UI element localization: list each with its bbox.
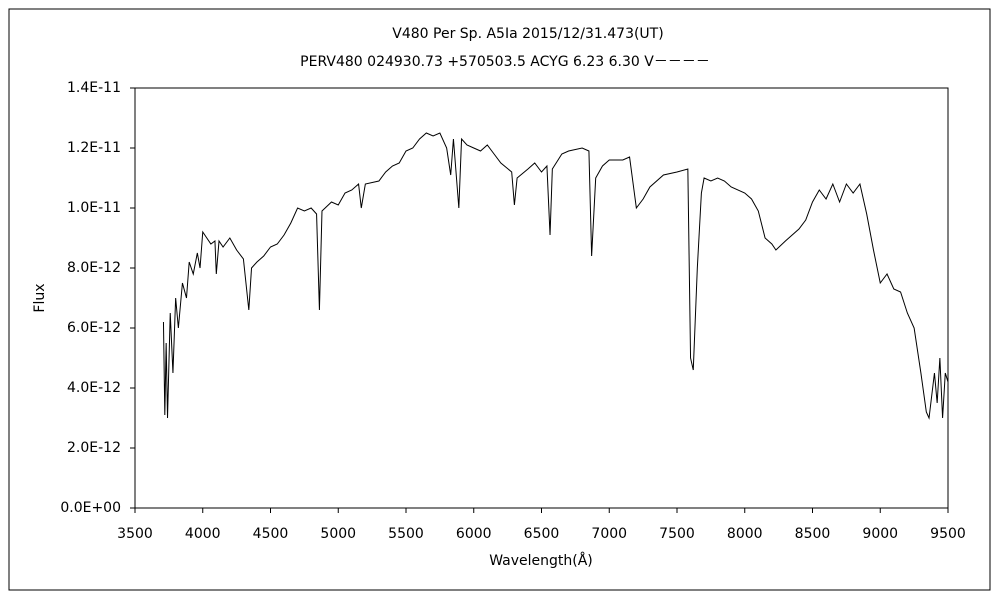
chart-frame [8,8,991,591]
x-tick-label: 4000 [185,526,221,542]
chart-title: V480 Per Sp. A5Ia 2015/12/31.473(UT) [392,26,663,42]
x-tick-label: 5500 [388,526,424,542]
chart-subtitle: PERV480 024930.73 +570503.5 ACYG 6.23 6.… [300,54,710,70]
x-tick-label: 8500 [795,526,831,542]
y-tick-label: 1.4E-11 [67,80,121,96]
x-tick-label: 7500 [659,526,695,542]
y-axis-label: Flux [32,283,48,312]
x-tick-label: 4500 [253,526,289,542]
y-tick-label: 1.2E-11 [67,140,121,156]
x-tick-label: 7000 [591,526,627,542]
y-tick-label: 2.0E-12 [67,440,121,456]
y-tick-label: 6.0E-12 [67,320,121,336]
x-axis-label: Wavelength(Å) [489,552,593,569]
x-tick-label: 6500 [524,526,560,542]
y-tick-label: 8.0E-12 [67,260,121,276]
x-tick-label: 8000 [727,526,763,542]
x-tick-label: 5000 [320,526,356,542]
y-tick-label: 1.0E-11 [67,200,121,216]
x-tick-label: 3500 [117,526,153,542]
x-tick-label: 6000 [456,526,492,542]
x-tick-label: 9000 [862,526,898,542]
x-tick-label: 9500 [930,526,966,542]
y-tick-label: 0.0E+00 [60,500,121,516]
spectrum-line [162,132,949,420]
y-tick-label: 4.0E-12 [67,380,121,396]
